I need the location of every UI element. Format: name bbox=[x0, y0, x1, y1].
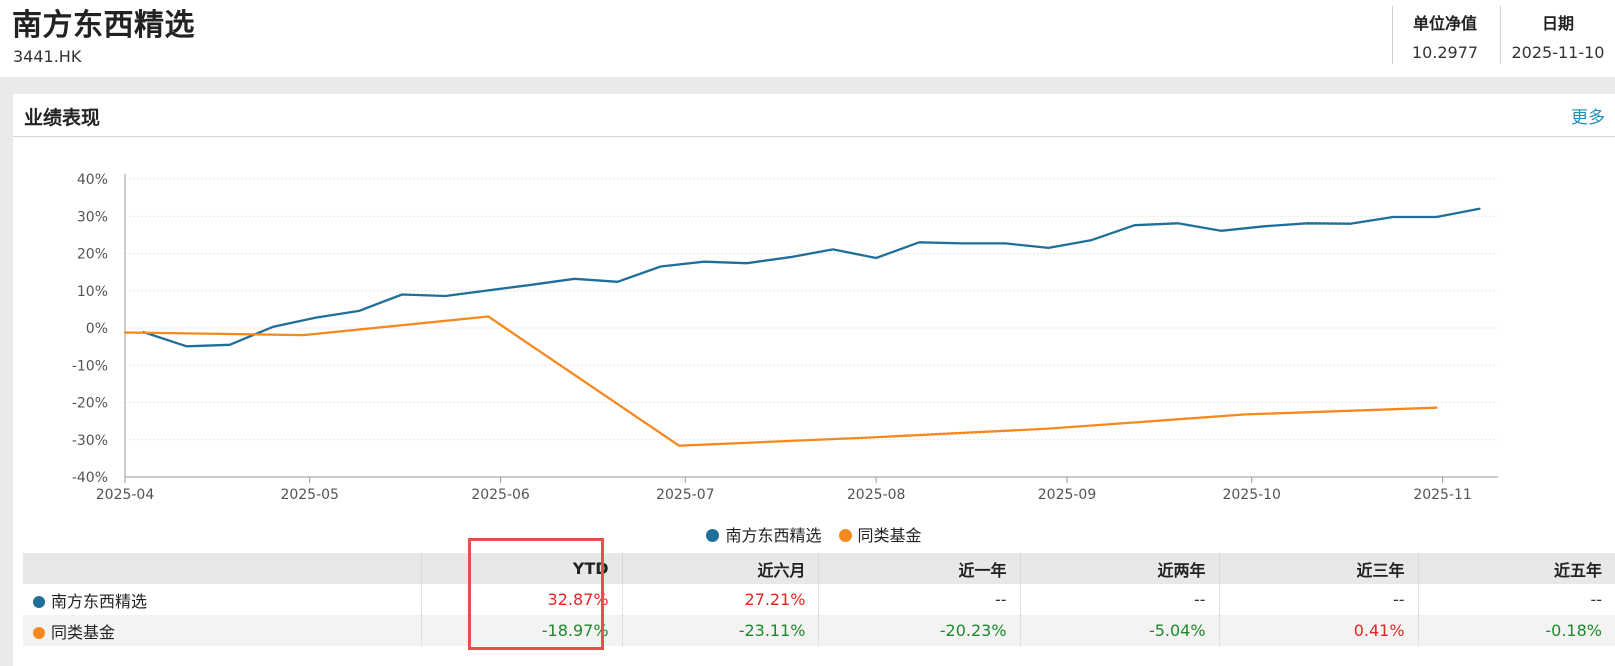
header-3y: 近三年 bbox=[1219, 553, 1419, 584]
legend-label-peer: 同类基金 bbox=[857, 526, 922, 545]
y-tick-label: -30% bbox=[72, 433, 108, 449]
x-tick-label: 2025-09 bbox=[1038, 487, 1097, 503]
header-ytd: YTD bbox=[421, 553, 623, 584]
cell-value: -5.04% bbox=[1020, 615, 1220, 646]
header-name bbox=[23, 553, 422, 584]
header-6m: 近六月 bbox=[622, 553, 820, 584]
performance-chart: 40% 30% 20% 10% 0% -10% -20% -30% -40%2025-04 202… bbox=[72, 172, 1498, 503]
y-tick-label: -10% bbox=[72, 358, 108, 374]
cell-value: -18.97% bbox=[421, 615, 623, 646]
cell-value: -20.23% bbox=[818, 615, 1021, 646]
cell-value: -0.18% bbox=[1418, 615, 1615, 646]
chart-legend: 南方东西精选 同类基金 bbox=[13, 522, 1615, 546]
cell-value: 0.41% bbox=[1219, 615, 1419, 646]
cell-value: 27.21% bbox=[622, 584, 820, 615]
table-header-row: YTD 近六月 近一年 近两年 近三年 近五年 bbox=[23, 553, 1615, 584]
y-tick-label: 40% bbox=[77, 172, 108, 188]
peer-dot-icon bbox=[33, 626, 45, 639]
row-label: 南方东西精选 bbox=[51, 591, 148, 611]
cell-value: -- bbox=[818, 584, 1021, 615]
x-tick-label: 2025-05 bbox=[280, 487, 339, 503]
x-tick-label: 2025-04 bbox=[96, 487, 155, 503]
row-name-fund: 南方东西精选 bbox=[23, 584, 422, 615]
header-1y: 近一年 bbox=[818, 553, 1021, 584]
legend-dot-fund bbox=[706, 529, 720, 542]
fund-dot-icon bbox=[33, 595, 45, 608]
x-tick-label: 2025-07 bbox=[656, 487, 715, 503]
cell-value: -- bbox=[1590, 590, 1602, 609]
y-tick-label: -20% bbox=[72, 396, 108, 412]
x-tick-label: 2025-11 bbox=[1413, 487, 1472, 503]
more-link[interactable]: 更多 bbox=[1571, 108, 1605, 128]
y-tick-label: 10% bbox=[77, 284, 108, 300]
header-2y: 近两年 bbox=[1020, 553, 1220, 584]
date-stat: 日期 2025-11-10 bbox=[1500, 6, 1615, 64]
cell-value: -- bbox=[1219, 584, 1419, 615]
legend-label-fund: 南方东西精选 bbox=[725, 526, 822, 545]
date-label: 日期 bbox=[1541, 14, 1574, 33]
performance-table: YTD 近六月 近一年 近两年 近三年 近五年 南方东西精选 32.87% 27… bbox=[23, 553, 1615, 646]
fund-title: 南方东西精选 bbox=[12, 8, 195, 43]
y-tick-label: 0% bbox=[86, 321, 108, 337]
x-tick-label: 2025-08 bbox=[847, 487, 906, 503]
cell-value: -23.11% bbox=[622, 615, 820, 646]
performance-panel: 业绩表现 更多 40% 30% 20% 10% 0% -10% -20% -30% -40% 20… bbox=[13, 94, 1615, 666]
x-tick-label: 2025-06 bbox=[471, 487, 530, 503]
row-name-peer: 同类基金 bbox=[23, 615, 422, 646]
cell-value: -- bbox=[1020, 584, 1220, 615]
fund-code: 3441.HK bbox=[13, 47, 82, 66]
fund-header: 南方东西精选 3441.HK 单位净值 10.2977 日期 2025-11-1… bbox=[0, 0, 1615, 77]
header-5y: 近五年 bbox=[1418, 553, 1615, 584]
panel-title: 业绩表现 bbox=[24, 107, 101, 129]
nav-stat: 单位净值 10.2977 bbox=[1392, 6, 1497, 64]
nav-value: 10.2977 bbox=[1411, 43, 1479, 62]
y-tick-label: 30% bbox=[77, 209, 108, 225]
nav-label: 单位净值 bbox=[1412, 14, 1477, 33]
legend-item-peer[interactable]: 同类基金 bbox=[838, 522, 922, 546]
y-tick-label: -40% bbox=[72, 470, 108, 486]
fund-series-line bbox=[142, 207, 1481, 348]
legend-dot-peer bbox=[838, 529, 852, 542]
table-row: 同类基金 -18.97% -23.11% -20.23% -5.04% 0.41… bbox=[23, 615, 1615, 646]
table-row: 南方东西精选 32.87% 27.21% -- -- -- -- bbox=[23, 584, 1615, 615]
x-tick-label: 2025-10 bbox=[1222, 487, 1281, 503]
legend-item-fund[interactable]: 南方东西精选 bbox=[706, 522, 821, 546]
row-label: 同类基金 bbox=[51, 622, 116, 642]
date-value: 2025-11-10 bbox=[1511, 43, 1605, 62]
cell-value: 32.87% bbox=[421, 584, 623, 615]
panel-header: 业绩表现 更多 bbox=[13, 94, 1615, 137]
peer-series-line bbox=[123, 315, 1438, 447]
y-tick-label: 20% bbox=[77, 247, 108, 263]
